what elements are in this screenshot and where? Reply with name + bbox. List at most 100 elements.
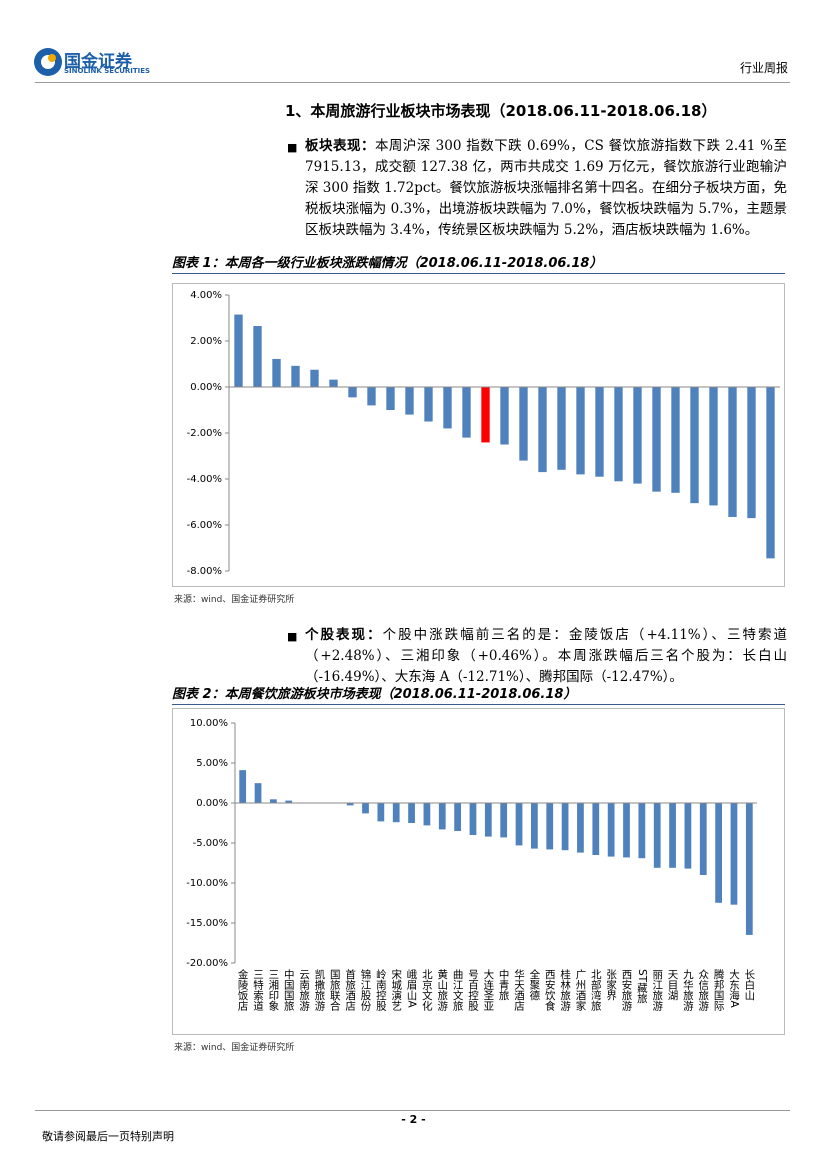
y-tick-label: -10.00% — [186, 878, 228, 889]
x-tick-label: 大东海A — [728, 968, 740, 1008]
bar — [728, 387, 737, 517]
bar — [614, 387, 623, 482]
bar — [730, 803, 738, 905]
y-tick-label: -20.00% — [186, 958, 228, 969]
figure-source: 来源：wind、国金证券研究所 — [174, 595, 295, 605]
x-tick-label: 西安饮食 — [544, 969, 556, 1012]
bar — [469, 803, 477, 835]
bar — [254, 783, 262, 803]
company-cn: 国金证券 — [64, 52, 132, 72]
bar — [454, 803, 461, 831]
bullet: ■ — [287, 141, 298, 154]
y-tick-label: 10.00% — [190, 718, 228, 729]
paragraph-lead: 个股表现： — [305, 627, 383, 643]
bar — [519, 387, 528, 461]
x-tick-label: 北部湾旅 — [590, 969, 602, 1012]
x-tick-label: 九华旅游 — [682, 969, 694, 1012]
bar — [377, 803, 385, 822]
x-tick-label: 广州酒家 — [574, 969, 586, 1011]
bar — [408, 803, 415, 823]
bar — [669, 803, 676, 868]
x-tick-label: 中国国旅 — [283, 968, 295, 1012]
x-tick-label: 锦江股份 — [360, 968, 372, 1012]
report-type: 行业周报 — [740, 61, 789, 75]
bar — [607, 803, 615, 857]
x-tick-label: 众信旅游 — [697, 969, 709, 1012]
y-tick-label: -4.00% — [187, 474, 222, 485]
bar — [561, 803, 569, 851]
x-tick-label: 三湘印象 — [267, 969, 279, 1011]
logo-icon — [34, 48, 62, 76]
y-tick-label: 2.00% — [190, 336, 222, 347]
bar — [405, 387, 414, 415]
figure-caption: 图表 1：本周各一级行业板块涨跌幅情况（2018.06.11-2018.06.1… — [172, 252, 785, 274]
bar — [500, 803, 508, 838]
bar — [239, 770, 247, 803]
x-tick-label: 黄山旅游 — [436, 968, 448, 1012]
bullet: ■ — [287, 630, 298, 643]
figure-caption: 图表 2：本周餐饮旅游板块市场表现（2018.06.11-2018.06.18） — [172, 683, 785, 705]
bar — [684, 803, 692, 869]
x-tick-label: 云南旅游 — [298, 969, 310, 1012]
y-tick-label: -2.00% — [187, 428, 222, 439]
bar — [500, 387, 509, 445]
bar — [690, 387, 699, 504]
chart: -8.00%-6.00%-4.00%-2.00%0.00%2.00%4.00%煤… — [187, 290, 780, 577]
bar — [595, 387, 604, 477]
bar — [745, 803, 753, 935]
x-tick-label: 峨眉山A — [406, 969, 418, 1009]
bar — [438, 803, 446, 830]
x-tick-label: 号百控股 — [467, 969, 479, 1012]
bar — [531, 803, 538, 849]
bar — [272, 358, 281, 387]
y-tick-label: -5.00% — [193, 838, 228, 849]
x-tick-label: ST藏旅 — [636, 969, 648, 1004]
x-tick-label: 中青旅 — [498, 968, 510, 1001]
bar — [253, 326, 262, 387]
x-tick-label: 曲江文旅 — [452, 969, 464, 1012]
bar — [367, 387, 376, 406]
bar — [392, 803, 400, 823]
y-tick-label: 5.00% — [196, 758, 228, 769]
bar — [715, 803, 722, 903]
x-tick-label: 金陵饭店 — [237, 968, 249, 1012]
x-tick-label: 宋城演艺 — [390, 968, 402, 1011]
bar — [515, 803, 523, 846]
bar — [709, 387, 718, 506]
x-tick-label: 全聚德 — [528, 968, 540, 1001]
footer-rule — [35, 1110, 790, 1111]
x-tick-label: 桂林旅游 — [559, 968, 571, 1012]
y-tick-label: 4.00% — [190, 290, 222, 301]
bar — [538, 387, 547, 473]
page-number: - 2 - — [401, 1113, 426, 1126]
bar — [443, 387, 452, 429]
bar — [234, 314, 243, 387]
paragraph-text: 个股中涨跌幅前三名的是：金陵饭店（+4.11%）、三特索道（+2.48%）、三湘… — [305, 627, 788, 685]
bar — [638, 803, 646, 859]
x-tick-label: 腾邦国际 — [713, 968, 725, 1012]
bar — [291, 365, 300, 387]
bar — [346, 803, 354, 806]
bar — [671, 387, 680, 493]
chart-frame — [172, 283, 785, 587]
bar — [699, 803, 707, 875]
bar — [270, 799, 277, 803]
bar — [577, 803, 584, 853]
x-tick-label: 大连圣亚 — [482, 968, 494, 1011]
y-tick-label: -6.00% — [187, 520, 222, 531]
chart: -20.00% -15.00% -10.00% -5.00% 0.00% 5.00% 10.… — [186, 718, 757, 1012]
x-tick-label: 凯撒旅游 — [313, 968, 325, 1012]
y-tick-label: 0.00% — [196, 798, 228, 809]
paragraph: 板块表现：本周沪深 300 指数下跌 0.69%，CS 餐饮旅游指数下跌 2.4… — [305, 136, 787, 241]
bar — [623, 803, 630, 858]
bar — [653, 803, 661, 868]
paragraph-text: 本周沪深 300 指数下跌 0.69%，CS 餐饮旅游指数下跌 2.41 %至 … — [305, 138, 787, 238]
x-tick-label: 华天酒店 — [513, 968, 525, 1012]
x-tick-label: 丽江旅游 — [651, 969, 663, 1012]
x-tick-label: 长白山 — [743, 969, 755, 1001]
x-tick-label: 国旅联合 — [329, 969, 341, 1012]
bar — [285, 800, 293, 803]
bar — [386, 387, 395, 410]
x-tick-label: 北京文化 — [421, 969, 433, 1012]
